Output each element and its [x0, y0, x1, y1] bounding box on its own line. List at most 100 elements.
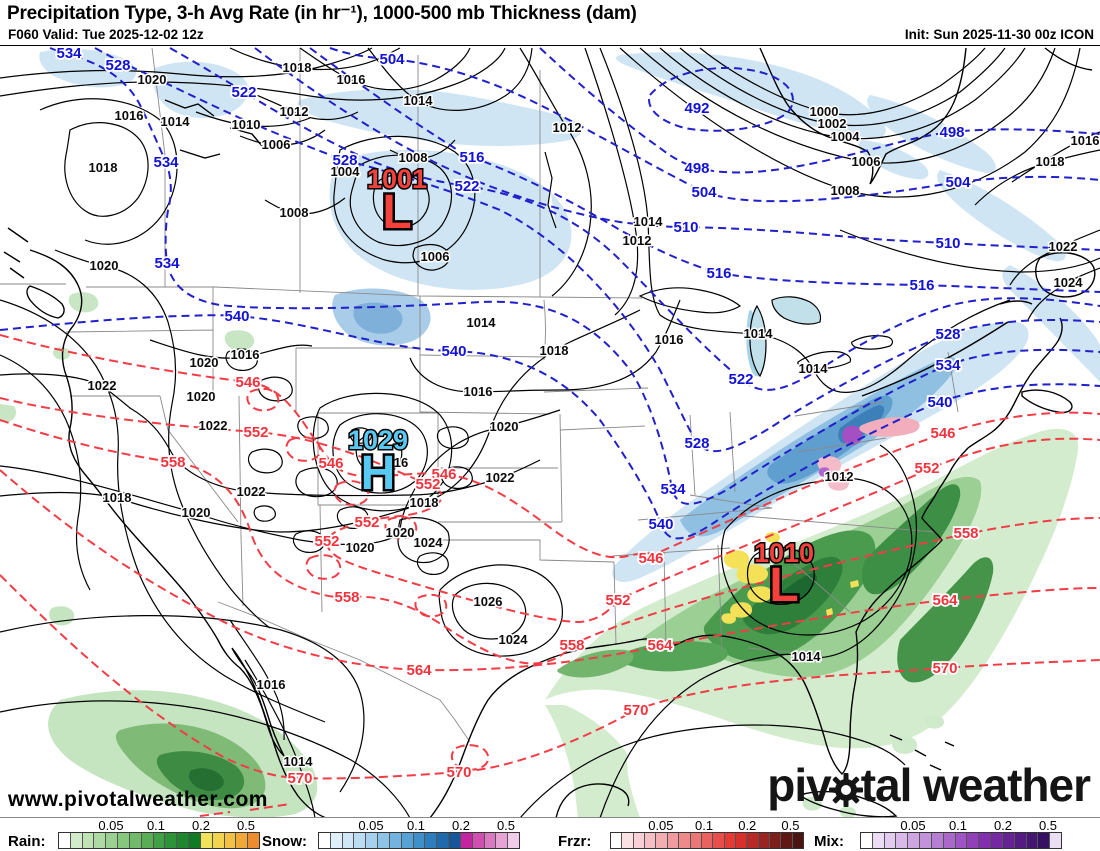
contour-label: 528: [684, 435, 709, 452]
legend-tick-label: 0.2: [191, 818, 211, 833]
contour-label: 534: [660, 481, 686, 498]
contour-label: 1020: [182, 505, 211, 520]
legend-color-cell: [645, 833, 657, 848]
legend-color-cell: [236, 833, 249, 848]
legend-color-cell: [1002, 833, 1015, 848]
contour-label: 558: [953, 525, 978, 542]
legend-color-cell: [656, 833, 668, 848]
contour-label: 564: [932, 592, 958, 609]
legend-color-cell: [165, 833, 178, 848]
legend-color-cell: [713, 833, 725, 848]
contour-label: 558: [160, 454, 185, 471]
contour-label: 1012: [825, 469, 854, 484]
contour-label: 1004: [831, 129, 861, 144]
legend-color-cell: [622, 833, 634, 848]
legend-color-cell: [496, 833, 509, 848]
header: Precipitation Type, 3-h Avg Rate (in hr⁻…: [0, 0, 1100, 45]
contour-label: 534: [935, 357, 961, 374]
legend-color-cell: [378, 833, 390, 848]
legend-color-cell: [82, 833, 95, 848]
contour-label: 504: [379, 51, 405, 68]
legend-color-cell: [955, 833, 968, 848]
contour-label: 1010: [754, 538, 814, 568]
legend-group-rain: Rain: 0.05 0.1 0.2 0.5: [8, 818, 274, 851]
contour-label: 1020: [190, 355, 219, 370]
contour-label: 510: [673, 219, 698, 236]
contour-label: 1014: [799, 361, 829, 376]
legend-group-snow: Snow: 0.05 0.1 0.2 0.5: [262, 818, 534, 851]
contour-label: 528: [935, 326, 960, 343]
legend-color-cell: [141, 833, 154, 848]
legend-tick-label: 0.1: [695, 818, 714, 833]
legend-color-cell: [59, 833, 71, 848]
contour-label: 1008: [831, 183, 860, 198]
logo-text-part2: tal weather: [860, 759, 1091, 811]
legend-group-frzr: Frzr: 0.05 0.1 0.2 0.5: [558, 818, 818, 851]
contour-label: 1016: [337, 72, 366, 87]
contour-label: 1020: [346, 540, 375, 555]
legend-color-cell: [770, 833, 782, 848]
contour-label: 1014: [792, 649, 822, 664]
contour-label: 540: [441, 343, 466, 360]
legend-label: Mix:: [814, 833, 844, 850]
contour-label: 1006: [262, 137, 291, 152]
contour-label: 1008: [280, 205, 309, 220]
contour-label: 570: [932, 660, 957, 677]
contour-label: 570: [623, 702, 648, 719]
legend-tick-label: 0.5: [781, 818, 800, 833]
legend-tick-label: 0.1: [948, 818, 968, 833]
contour-label: 516: [706, 265, 731, 282]
contour-label: 1012: [280, 104, 309, 119]
contour-label: 522: [454, 178, 479, 195]
valid-time-label: F060 Valid: Tue 2025-12-02 12z: [8, 27, 204, 42]
contour-label: 1014: [744, 326, 774, 341]
legend-color-cell: [679, 833, 691, 848]
contour-label: 534: [153, 154, 179, 171]
contour-label: 1016: [1071, 133, 1100, 148]
contour-label: 534: [56, 45, 82, 62]
legend-color-cell: [1014, 833, 1027, 848]
legend-color-cell: [177, 833, 190, 848]
contour-label: 516: [909, 277, 934, 294]
contour-label: 1016: [464, 384, 493, 399]
legend-color-cell: [747, 833, 759, 848]
legend-tick-label: 0.05: [358, 818, 384, 833]
legend-color-cell: [735, 833, 748, 848]
contour-label: 1022: [1049, 239, 1078, 254]
legend-tick-label: 0.5: [236, 818, 256, 833]
legend-color-cell: [920, 833, 932, 848]
contour-label: 546: [930, 425, 955, 442]
legend-color-cell: [472, 833, 485, 848]
contour-label: 492: [684, 100, 709, 117]
legend-color-cell: [1050, 833, 1062, 848]
legend-color-cell: [943, 833, 956, 848]
pressure-contours: [0, 47, 1100, 819]
legend-tick-label: 0.2: [993, 818, 1013, 833]
contour-label: 540: [927, 394, 952, 411]
legend-color-cell: [94, 833, 107, 848]
contour-label: 1016: [231, 347, 260, 362]
contour-label: 1012: [553, 120, 582, 135]
contour-label: 1014: [284, 754, 314, 769]
contour-label: 540: [224, 308, 249, 325]
legend-color-cell: [884, 833, 897, 848]
contour-label: 564: [647, 637, 673, 654]
contour-label: 1018: [410, 495, 439, 510]
contour-label: 1024: [414, 535, 444, 550]
contour-label: 546: [431, 466, 456, 483]
contour-label: 1029: [348, 425, 408, 455]
contour-label: 1016: [257, 677, 286, 692]
legend-color-cell: [690, 833, 702, 848]
thickness-contours-cold: [0, 47, 1100, 540]
contour-label: 1006: [852, 154, 881, 169]
contour-label: 1002: [818, 116, 847, 131]
legend-tick-label: 0.2: [738, 818, 757, 833]
legend-colorbar: [58, 832, 260, 849]
legend-color-cell: [106, 833, 119, 848]
legend-color-cell: [1038, 833, 1051, 848]
contour-label: 552: [243, 424, 268, 441]
legend-color-cell: [437, 833, 450, 848]
